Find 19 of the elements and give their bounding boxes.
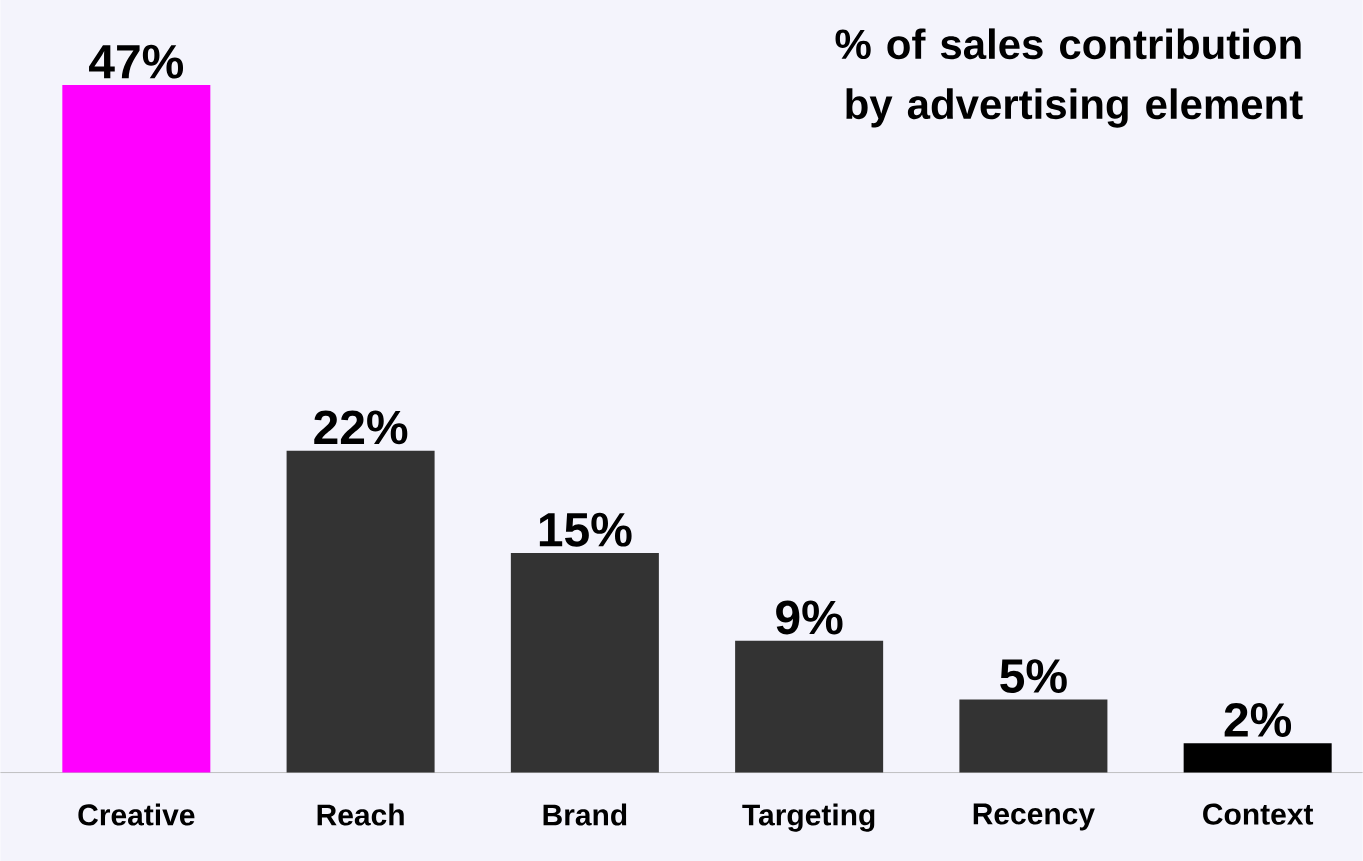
- bar: [735, 640, 884, 773]
- x-tick-label: Brand: [543, 803, 627, 826]
- x-tick-label: Targeting: [742, 803, 875, 832]
- x-tick-label: Creative: [78, 803, 195, 826]
- chart-title: % of sales contribution by advertising element: [835, 28, 1303, 128]
- x-tick-label: Recency: [973, 803, 1095, 831]
- x-tick-label: Context: [1203, 803, 1314, 825]
- data-label: 22%: [314, 410, 408, 445]
- data-label: 47%: [89, 44, 184, 79]
- data-label: 2%: [1224, 702, 1292, 737]
- bar: [510, 552, 659, 773]
- data-label: 9%: [776, 600, 843, 635]
- bar: [1183, 743, 1332, 773]
- data-label: 5%: [1000, 658, 1067, 693]
- bar: [62, 84, 211, 773]
- x-tick-label: Reach: [317, 803, 404, 826]
- bar: [286, 450, 435, 773]
- bar: [959, 699, 1108, 773]
- data-label: 15%: [539, 512, 632, 547]
